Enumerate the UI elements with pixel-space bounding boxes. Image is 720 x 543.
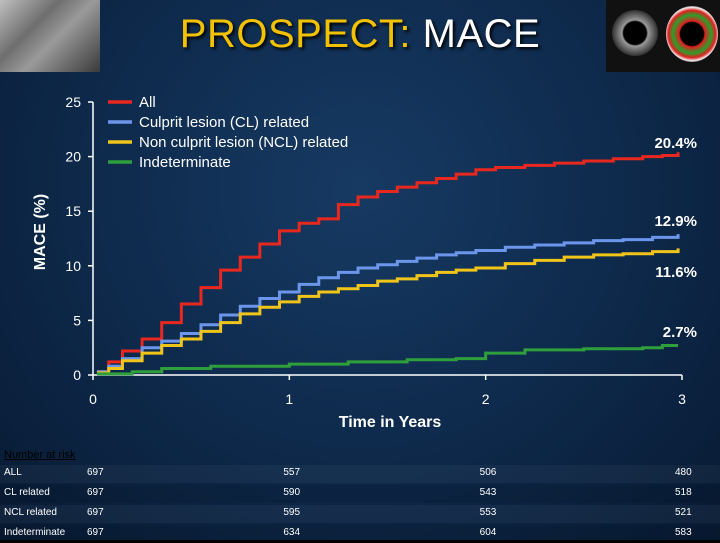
series-end-label: 20.4% — [654, 135, 697, 152]
legend-label: All — [139, 94, 156, 111]
risk-table-row: Indeterminate 697 634 604 583 — [0, 525, 720, 543]
series-end-label: 11.6% — [655, 264, 697, 281]
series-line — [96, 152, 680, 374]
risk-cell: 697 — [87, 487, 104, 498]
risk-cell: 521 — [675, 507, 692, 518]
risk-table-row: CL related 697 590 543 518 — [0, 485, 720, 503]
chart-axes: 0 5 10 15 20 25 0 1 2 3 — [65, 94, 686, 407]
end-labels: 20.4% 12.9% 11.6% 2.7% — [654, 135, 697, 341]
series-line — [96, 248, 680, 375]
y-tick-label: 10 — [65, 258, 81, 274]
risk-cell: 590 — [283, 487, 301, 498]
risk-row-label: NCL related — [4, 507, 57, 518]
series-line — [96, 344, 679, 376]
legend-label: Culprit lesion (CL) related — [139, 114, 309, 131]
risk-cell: 553 — [479, 507, 497, 518]
risk-cell: 543 — [479, 487, 497, 498]
risk-cell: 583 — [675, 527, 692, 538]
risk-cell: 697 — [87, 507, 104, 518]
series-end-label: 12.9% — [654, 213, 697, 230]
y-tick-label: 5 — [73, 312, 81, 328]
risk-row-label: CL related — [4, 487, 50, 498]
risk-table-row: NCL related 697 595 553 521 — [0, 505, 720, 523]
x-tick-label: 2 — [482, 391, 490, 407]
title-part1: PROSPECT: — [179, 12, 411, 56]
risk-cell: 480 — [675, 467, 692, 478]
ivus-grayscale-image — [606, 0, 664, 72]
risk-cell: 634 — [283, 527, 301, 538]
risk-cell: 557 — [283, 467, 301, 478]
slide-title: PROSPECT: MACE — [0, 12, 720, 57]
title-part2: MACE — [422, 12, 541, 56]
risk-cell: 697 — [87, 467, 104, 478]
risk-cell: 604 — [479, 527, 497, 538]
y-tick-label: 15 — [65, 203, 81, 219]
x-tick-label: 0 — [89, 391, 97, 407]
risk-cell: 518 — [675, 487, 692, 498]
mace-chart: 0 5 10 15 20 25 0 1 2 3 20.4% 12.9% 11.6% 2.7% All Cu… — [32, 94, 697, 431]
x-tick-label: 3 — [678, 391, 686, 407]
risk-row-label: ALL — [4, 467, 22, 478]
risk-table-title: Number at risk — [4, 449, 76, 461]
risk-table-row: ALL 697 557 506 480 — [0, 465, 720, 483]
ivus-vh-image — [664, 0, 720, 72]
legend-label: Non culprit lesion (NCL) related — [139, 134, 348, 151]
y-axis-label: MACE (%) — [32, 194, 49, 270]
legend-label: Indeterminate — [139, 154, 231, 171]
risk-cell: 595 — [283, 507, 301, 518]
y-tick-label: 25 — [65, 94, 81, 110]
chart-legend: All Culprit lesion (CL) related Non culpri… — [108, 94, 348, 171]
y-tick-label: 0 — [73, 367, 81, 383]
risk-cell: 506 — [479, 467, 497, 478]
x-tick-label: 1 — [285, 391, 293, 407]
angiogram-image — [0, 0, 100, 72]
y-tick-label: 20 — [65, 149, 81, 165]
risk-row-label: Indeterminate — [4, 527, 66, 538]
series-layer — [96, 152, 680, 376]
series-end-label: 2.7% — [663, 324, 697, 341]
risk-cell: 697 — [87, 527, 104, 538]
x-axis-label: Time in Years — [339, 414, 442, 431]
